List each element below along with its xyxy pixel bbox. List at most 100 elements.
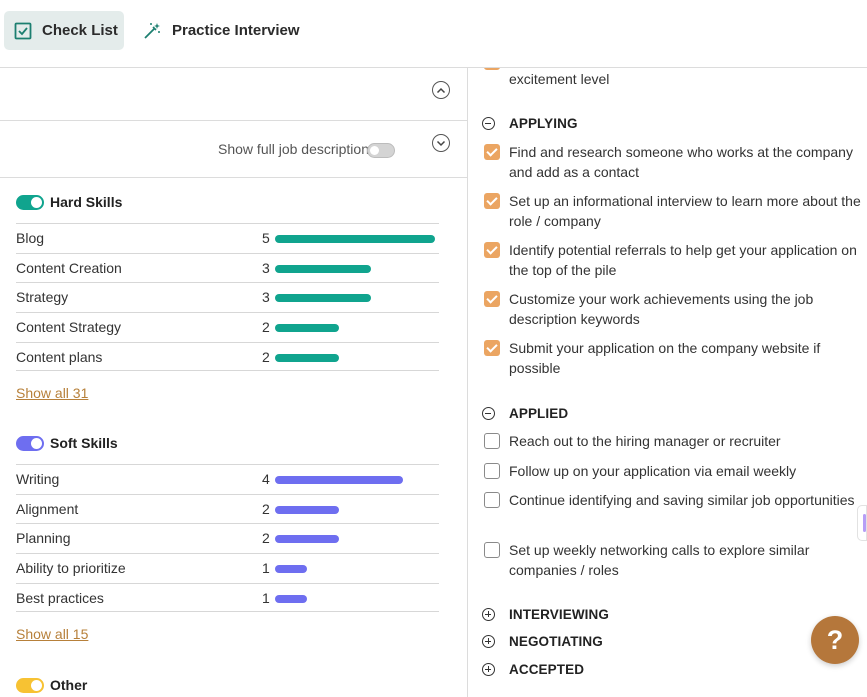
stage-applied-header[interactable]: APPLIED (482, 406, 568, 421)
skill-frequency-bar (275, 324, 339, 333)
skill-name: Writing (16, 471, 60, 487)
checkbox-checked[interactable] (484, 144, 500, 160)
hard-skills-title: Hard Skills (50, 194, 123, 210)
skill-row: Ability to prioritize 1 (16, 553, 439, 583)
skill-frequency-bar (275, 535, 339, 544)
tab-practice-interview-label: Practice Interview (172, 22, 300, 39)
job-header-row (0, 68, 467, 121)
collapse-minus-icon (482, 407, 495, 420)
checklist-item: Reach out to the hiring manager or recru… (484, 432, 867, 452)
skill-frequency-bar (275, 476, 403, 484)
skill-name: Content Strategy (16, 319, 122, 336)
skill-name: Planning (16, 530, 71, 547)
checklist-item-text: Reach out to the hiring manager or recru… (509, 433, 781, 449)
checkbox-unchecked[interactable] (484, 492, 500, 508)
soft-skills-title: Soft Skills (50, 435, 118, 451)
skill-count: 5 (262, 230, 270, 246)
soft-skills-toggle[interactable] (16, 435, 44, 451)
expand-plus-icon (482, 663, 495, 676)
skill-count: 3 (262, 259, 270, 276)
help-button[interactable]: ? (811, 616, 859, 664)
skill-name: Best practices (16, 589, 104, 606)
skill-count: 2 (262, 319, 270, 336)
tab-check-list[interactable]: Check List (4, 11, 124, 50)
checkbox-icon (14, 22, 32, 39)
skill-count: 2 (262, 348, 270, 365)
skill-frequency-bar (275, 264, 371, 273)
checkbox-partial[interactable] (484, 68, 500, 70)
checklist-item-text: Follow up on your application via email … (509, 463, 797, 479)
chevron-down-icon (436, 140, 446, 146)
skill-frequency-bar (275, 505, 339, 514)
hard-skills-header: Hard Skills (16, 194, 122, 210)
checkbox-checked[interactable] (484, 193, 500, 209)
skill-name: Content plans (16, 348, 103, 365)
other-skills-header: Other (16, 677, 87, 693)
side-feedback-tab[interactable] (857, 505, 867, 541)
hard-skills-toggle[interactable] (16, 194, 44, 210)
checklist-item: Follow up on your application via email … (484, 462, 867, 482)
stage-applied-title: APPLIED (509, 406, 569, 421)
skill-name: Content Creation (16, 259, 122, 276)
checkbox-checked[interactable] (484, 242, 500, 258)
checkbox-checked[interactable] (484, 340, 500, 356)
skill-row: Content Creation 3 (16, 252, 439, 283)
tab-check-list-label: Check List (42, 22, 118, 39)
tab-practice-interview[interactable]: Practice Interview (138, 11, 308, 50)
checklist-item: Find and research someone who works at t… (484, 143, 867, 182)
skill-row: Content Strategy 2 (16, 312, 439, 342)
left-panel: Show full job description Hard Skills Bl… (0, 68, 467, 697)
stage-interviewing-title: INTERVIEWING (509, 607, 609, 622)
checkbox-unchecked[interactable] (484, 463, 500, 479)
expand-plus-icon (482, 635, 495, 648)
skill-name: Strategy (16, 289, 69, 306)
expand-plus-icon (482, 608, 495, 621)
stage-applying-header[interactable]: APPLYING (482, 116, 578, 131)
skill-row: Strategy 3 (16, 282, 439, 312)
soft-skills-table: Writing 4 Alignment 2 Planning 2 Ability to pr… (16, 464, 439, 613)
top-bar: Check List Practice Interview (0, 0, 867, 68)
checklist-item-text: Find and research someone who works at t… (509, 144, 853, 180)
stage-accepted-title: ACCEPTED (509, 662, 585, 677)
skill-row: Writing 4 (16, 464, 439, 494)
checklist-item: Continue identifying and saving similar … (484, 491, 867, 511)
stage-negotiating-header[interactable]: NEGOTIATING (482, 634, 603, 649)
stage-accepted-header[interactable]: ACCEPTED (482, 662, 584, 677)
skill-row: Alignment 2 (16, 493, 439, 524)
checkbox-unchecked[interactable] (484, 542, 500, 558)
checklist-panel: excitement level APPLYING Find and resea… (468, 68, 867, 697)
stage-interviewing-header[interactable]: INTERVIEWING (482, 607, 609, 622)
skill-name: Alignment (16, 500, 79, 517)
panel-divider (467, 68, 468, 697)
skill-frequency-bar (275, 565, 307, 574)
skill-count: 4 (262, 471, 270, 487)
checklist-item-text: Set up an informational interview to lea… (509, 193, 861, 229)
soft-skills-header: Soft Skills (16, 435, 118, 451)
collapse-up-button[interactable] (432, 81, 450, 99)
collapse-minus-icon (482, 117, 495, 130)
partial-item-text: excitement level (509, 71, 610, 87)
skill-frequency-bar (275, 353, 339, 362)
skill-row: Content plans 2 (16, 341, 439, 372)
expand-down-button[interactable] (432, 134, 450, 152)
skill-count: 1 (262, 589, 270, 606)
checkbox-checked[interactable] (484, 291, 500, 307)
show-all-soft-skills-link[interactable]: Show all 15 (16, 626, 89, 642)
other-skills-title: Other (50, 677, 88, 693)
other-skills-toggle[interactable] (16, 677, 44, 693)
skill-count: 3 (262, 289, 270, 306)
checklist-item: Set up weekly networking calls to explor… (484, 541, 867, 580)
checklist-item-text: Customize your work achievements using t… (509, 291, 814, 327)
checklist-item: Submit your application on the company w… (484, 339, 867, 378)
skill-frequency-bar (275, 294, 371, 303)
skill-name: Blog (16, 230, 45, 246)
checklist-item: Set up an informational interview to lea… (484, 192, 867, 231)
chevron-up-icon (436, 87, 446, 93)
skill-count: 2 (262, 500, 270, 517)
skill-count: 1 (262, 560, 270, 577)
show-all-hard-skills-link[interactable]: Show all 31 (16, 385, 89, 401)
show-job-description-toggle[interactable] (367, 143, 395, 158)
hard-skills-table: Blog 5 Content Creation 3 Strategy 3 Content S… (16, 223, 439, 372)
checkbox-unchecked[interactable] (484, 433, 500, 449)
skill-name: Ability to prioritize (16, 560, 126, 577)
